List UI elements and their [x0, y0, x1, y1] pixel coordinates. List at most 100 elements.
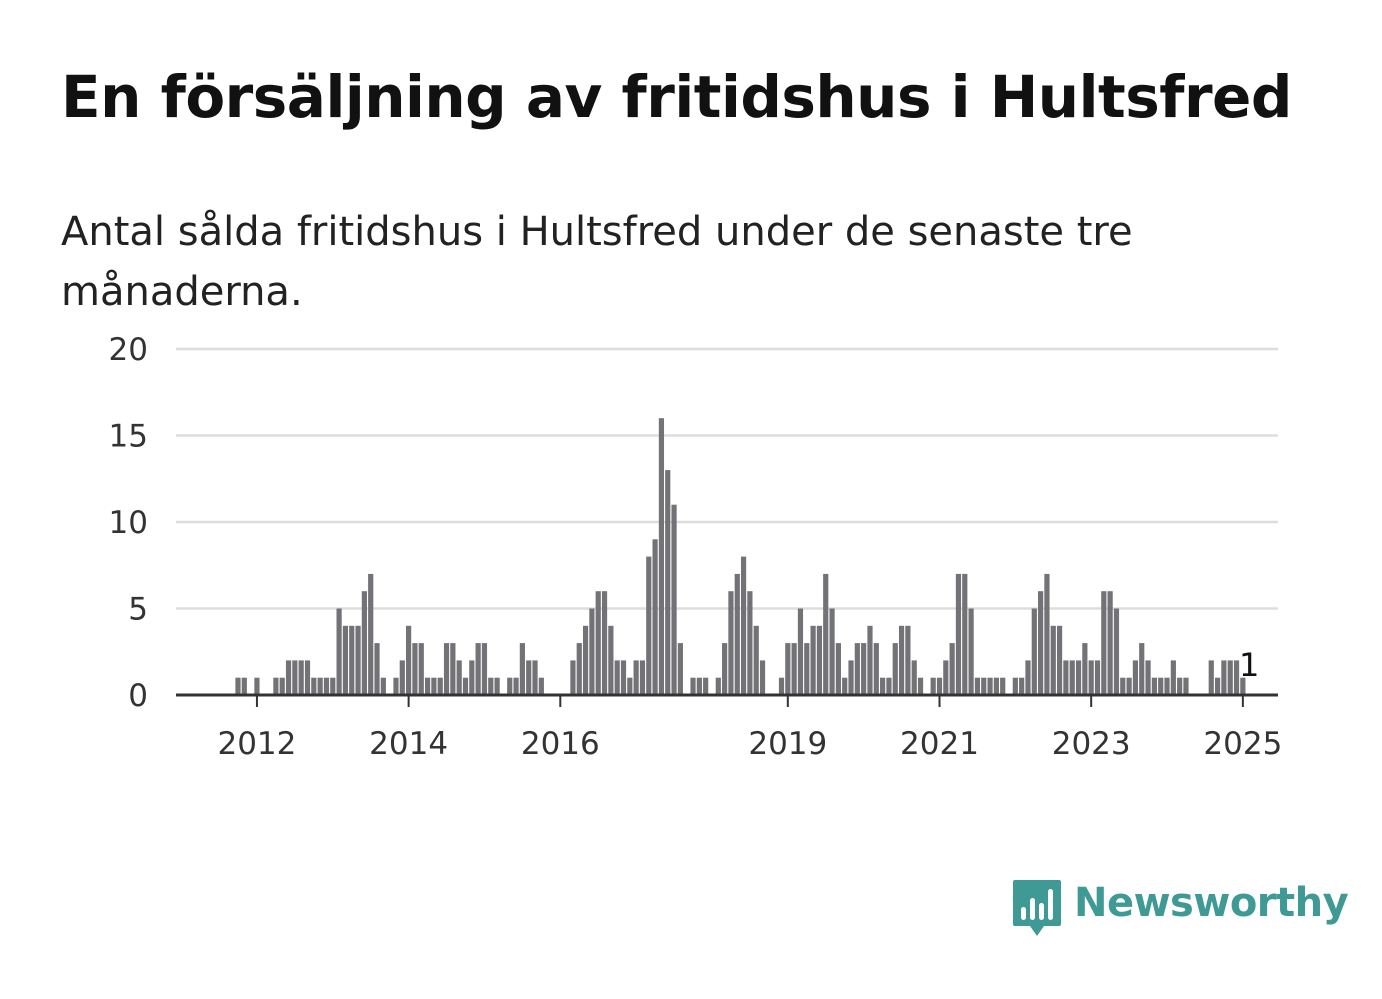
- y-tick-label: 0: [128, 678, 148, 714]
- bar: [368, 573, 374, 695]
- axis-labels: 0 5 10 15 20 1 2012 2014 2016 2019 2021 2023 2025: [109, 332, 1283, 762]
- bar: [488, 677, 494, 695]
- bar: [665, 470, 671, 695]
- bar: [507, 677, 513, 695]
- bar: [1056, 625, 1063, 695]
- bar: [538, 677, 544, 695]
- x-axis: [176, 693, 1278, 707]
- bar: [1088, 660, 1094, 695]
- bar: [1126, 677, 1132, 695]
- bar: [804, 643, 810, 695]
- bar: [406, 625, 412, 695]
- bar: [842, 677, 848, 695]
- bar: [526, 660, 532, 695]
- bar: [1000, 677, 1006, 695]
- bar: [355, 625, 361, 695]
- bar: [254, 677, 260, 695]
- chart-title: En försäljning av fritidshus i Hultsfred: [61, 63, 1292, 131]
- bar: [323, 677, 330, 695]
- bar: [431, 677, 437, 695]
- bar: [424, 677, 431, 695]
- bar: [671, 504, 677, 695]
- bar: [816, 625, 823, 695]
- bar: [981, 677, 987, 695]
- bar: [576, 643, 582, 695]
- bar: [955, 573, 962, 695]
- bar: [1221, 660, 1227, 695]
- bar: [285, 660, 292, 695]
- bar: [759, 660, 766, 695]
- bar: [810, 625, 816, 695]
- bar: [481, 643, 488, 695]
- bar: [1101, 591, 1107, 695]
- bar: [734, 573, 740, 695]
- bar: [1031, 608, 1037, 695]
- bar: [690, 677, 696, 695]
- bar: [469, 660, 475, 695]
- bar: [968, 608, 974, 695]
- bar: [380, 677, 386, 695]
- bar: [949, 643, 955, 695]
- bar: [601, 591, 608, 695]
- bar: [235, 677, 241, 695]
- bar: [336, 608, 342, 695]
- x-tick-label: 2016: [521, 726, 600, 762]
- bar: [494, 677, 500, 695]
- x-tick-label: 2014: [369, 726, 448, 762]
- bar: [753, 625, 759, 695]
- bar: [311, 677, 317, 695]
- bar: [778, 677, 785, 695]
- bar: [715, 677, 721, 695]
- bar-chart: 0 5 10 15 20 1 2012 2014 2016 2019 2021 2023 2025: [109, 332, 1283, 762]
- bar: [1113, 608, 1120, 695]
- bar: [342, 625, 349, 695]
- bar: [582, 625, 589, 695]
- bar: [475, 643, 481, 695]
- bar: [861, 643, 867, 695]
- bar: [930, 677, 936, 695]
- bar: [917, 677, 924, 695]
- bar: [911, 660, 917, 695]
- bar: [652, 539, 658, 695]
- bar: [835, 643, 841, 695]
- y-tick-label: 20: [109, 332, 148, 368]
- newsworthy-logo: Newsworthy: [1012, 878, 1349, 940]
- bar: [1208, 660, 1214, 695]
- bar: [1050, 625, 1056, 695]
- bar: [273, 677, 279, 695]
- bar: [1075, 660, 1082, 695]
- bar: [608, 625, 614, 695]
- bar: [393, 677, 399, 695]
- bar: [1094, 660, 1101, 695]
- bar: [1069, 660, 1075, 695]
- bar: [412, 643, 418, 695]
- bar: [848, 660, 854, 695]
- chart-subtitle: Antal sålda fritidshus i Hultsfred under…: [61, 209, 1133, 315]
- bar: [747, 591, 753, 695]
- bar: [905, 625, 911, 695]
- gridlines: [176, 347, 1278, 610]
- bar: [298, 660, 304, 695]
- bar: [633, 660, 639, 695]
- bar: [886, 677, 892, 695]
- bar: [437, 677, 443, 695]
- bar: [595, 591, 601, 695]
- bar: [658, 418, 665, 695]
- bar: [829, 608, 835, 695]
- bar: [1214, 677, 1221, 695]
- bar: [677, 643, 683, 695]
- bar: [797, 608, 804, 695]
- bar: [317, 677, 323, 695]
- bar: [898, 625, 905, 695]
- bar: [1044, 573, 1050, 695]
- bar: [1132, 660, 1139, 695]
- bar: [1038, 591, 1044, 695]
- bar: [279, 677, 285, 695]
- bar: [374, 643, 380, 695]
- bar: [1233, 660, 1240, 695]
- bar: [399, 660, 405, 695]
- bar: [1139, 643, 1145, 695]
- bar: [867, 625, 873, 695]
- bar: [962, 573, 968, 695]
- bar: [614, 660, 620, 695]
